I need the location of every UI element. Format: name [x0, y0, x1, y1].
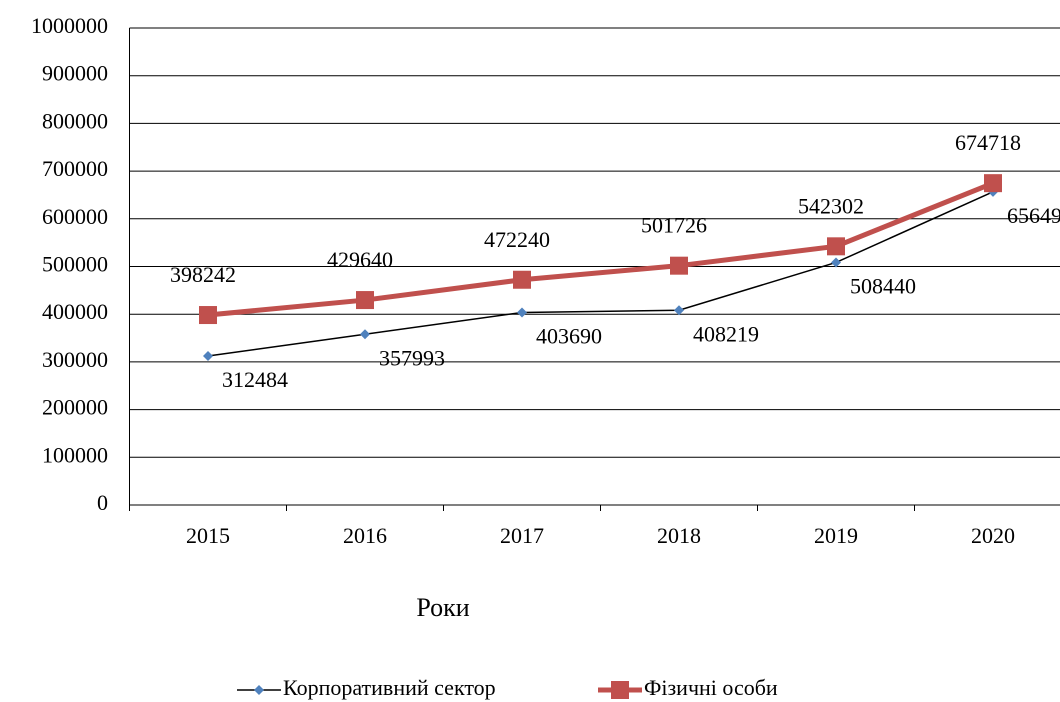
legend-label: Корпоративний сектор	[283, 675, 496, 700]
x-tick-label: 2020	[971, 523, 1015, 548]
data-label: 357993	[379, 345, 445, 370]
y-tick-label: 300000	[42, 347, 108, 372]
y-tick-label: 900000	[42, 61, 108, 86]
data-label: 674718	[955, 130, 1021, 155]
data-label: 542302	[798, 193, 864, 218]
data-point	[827, 237, 845, 256]
y-tick-label: 500000	[42, 252, 108, 277]
legend-label: Фізичні особи	[644, 675, 778, 700]
legend-marker	[611, 681, 629, 699]
data-label: 508440	[850, 274, 916, 299]
data-label: 312484	[222, 367, 288, 392]
data-point	[517, 307, 527, 318]
y-tick-label: 100000	[42, 442, 108, 467]
data-label: 408219	[693, 321, 759, 346]
y-tick-label: 700000	[42, 156, 108, 181]
data-point	[831, 257, 841, 268]
data-label: 472240	[484, 227, 550, 252]
x-tick-label: 2015	[186, 523, 230, 548]
data-label: 501726	[641, 213, 707, 238]
data-point	[360, 329, 370, 340]
y-tick-label: 1000000	[31, 13, 108, 38]
data-point	[670, 256, 688, 275]
data-label: 429640	[327, 247, 393, 272]
x-tick-label: 2019	[814, 523, 858, 548]
data-label: 398242	[170, 262, 236, 287]
y-tick-label: 800000	[42, 108, 108, 133]
data-point	[513, 270, 531, 289]
x-tick-label: 2018	[657, 523, 701, 548]
data-label: 403690	[536, 323, 602, 348]
y-tick-label: 400000	[42, 299, 108, 324]
series-line	[207, 191, 994, 357]
data-point	[356, 291, 374, 310]
data-point	[674, 305, 684, 316]
data-point	[199, 306, 217, 325]
x-axis-title: Роки	[416, 593, 469, 622]
x-tick-label: 2017	[500, 523, 544, 548]
data-label: 656497	[1007, 203, 1060, 228]
x-tick-label: 2016	[343, 523, 387, 548]
series-line	[207, 180, 994, 318]
y-tick-label: 200000	[42, 395, 108, 420]
y-tick-label: 0	[97, 490, 108, 515]
y-tick-label: 600000	[42, 204, 108, 229]
legend-marker	[254, 685, 264, 695]
data-point	[984, 174, 1002, 193]
data-point	[203, 350, 213, 361]
